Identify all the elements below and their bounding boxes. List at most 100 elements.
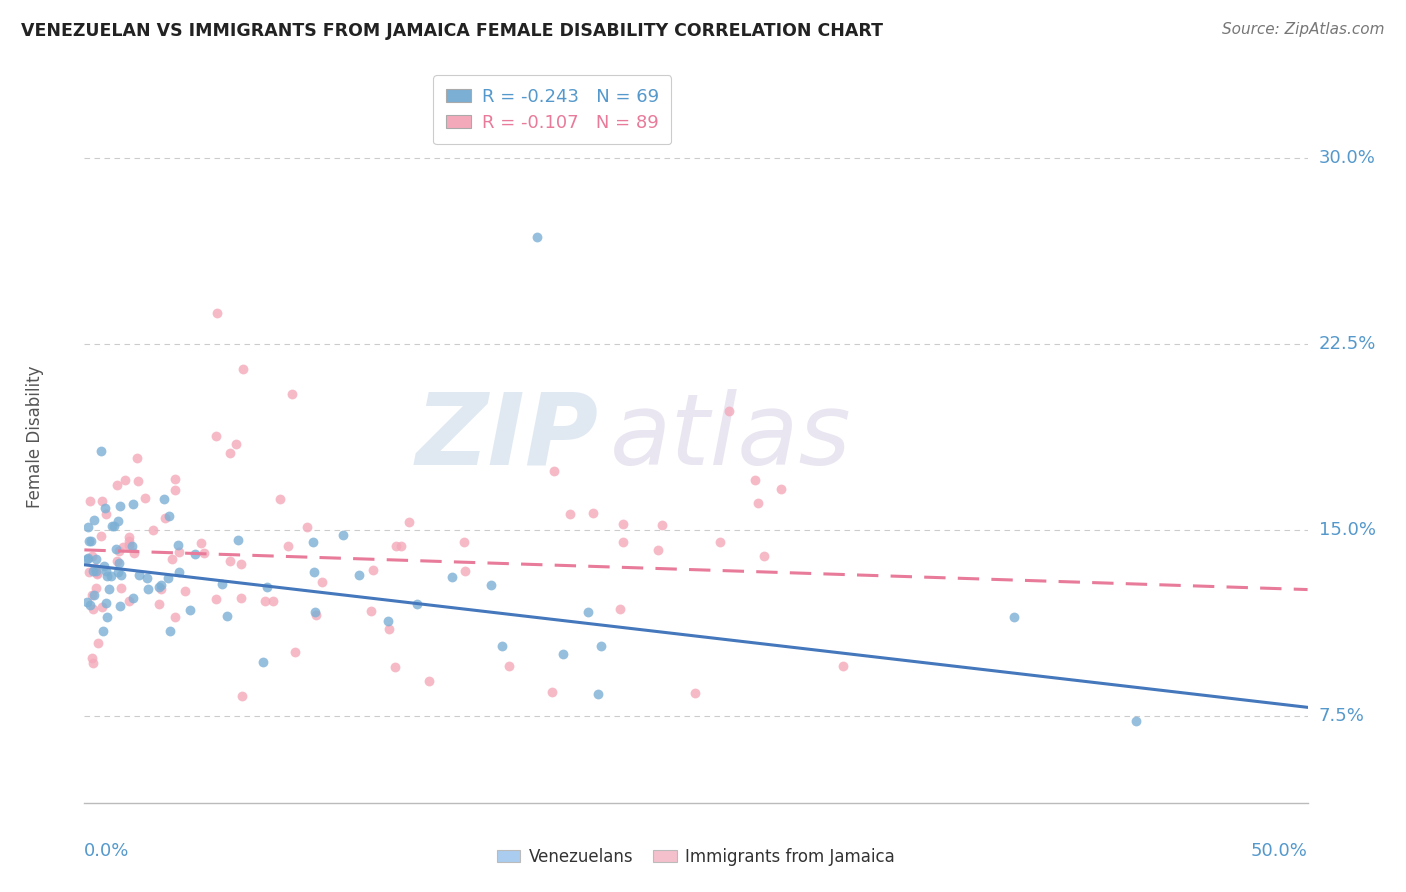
Point (398, 515, 420, 529)
Point (157, 571, 180, 585)
Point (305, 608, 328, 623)
Point (118, 530, 141, 544)
Point (96, 569, 118, 583)
Point (526, 230, 548, 244)
Point (576, 605, 599, 619)
Point (543, 464, 565, 478)
Point (118, 534, 141, 549)
Point (479, 578, 502, 592)
Point (105, 554, 128, 568)
Point (153, 491, 176, 506)
Point (134, 491, 156, 506)
Point (91, 493, 114, 508)
Point (110, 567, 132, 582)
Point (91, 624, 114, 638)
Point (80, 651, 103, 665)
Point (110, 581, 132, 595)
Point (96, 507, 118, 521)
Text: 50.0%: 50.0% (1251, 842, 1308, 860)
Point (82, 564, 104, 578)
Point (108, 556, 131, 570)
Text: 30.0%: 30.0% (1319, 149, 1375, 167)
Point (377, 614, 399, 628)
Point (167, 565, 190, 579)
Point (159, 624, 181, 638)
Point (150, 577, 173, 591)
Point (193, 546, 215, 560)
Point (82, 588, 104, 602)
Point (582, 506, 605, 520)
Point (231, 689, 253, 703)
Point (406, 597, 429, 611)
Point (440, 570, 463, 584)
Point (744, 474, 766, 488)
Point (82, 601, 104, 615)
Point (612, 535, 634, 549)
Point (540, 685, 562, 699)
Point (491, 640, 513, 654)
Point (96, 609, 118, 624)
Point (256, 580, 278, 594)
Point (127, 475, 149, 489)
Point (83, 513, 105, 527)
Point (284, 645, 307, 659)
Point (277, 539, 299, 553)
Point (118, 538, 141, 552)
Point (108, 599, 131, 614)
Point (609, 602, 631, 616)
Point (269, 492, 291, 507)
Point (93, 501, 115, 516)
Point (747, 496, 769, 510)
Point (1002, 610, 1025, 624)
Point (165, 471, 187, 485)
Point (205, 429, 228, 443)
Point (77, 520, 100, 534)
Text: Female Disability: Female Disability (27, 366, 45, 508)
Legend: Venezuelans, Immigrants from Jamaica: Venezuelans, Immigrants from Jamaica (491, 841, 901, 872)
Point (94, 564, 117, 578)
Point (752, 549, 775, 563)
Point (218, 446, 240, 460)
Point (101, 519, 124, 533)
Point (93, 558, 115, 573)
Point (84, 561, 107, 575)
Point (103, 519, 125, 533)
Point (79, 494, 101, 508)
Point (83, 588, 105, 602)
Point (232, 362, 254, 376)
Point (589, 639, 612, 653)
Point (225, 437, 247, 451)
Point (111, 540, 134, 554)
Point (90, 444, 112, 458)
Point (184, 547, 207, 561)
Point (229, 591, 252, 605)
Point (100, 569, 122, 583)
Point (173, 584, 195, 599)
Point (77, 534, 100, 549)
Point (148, 580, 170, 594)
Text: 0.0%: 0.0% (84, 842, 129, 860)
Point (122, 546, 145, 560)
Point (84, 552, 107, 566)
Point (389, 539, 412, 553)
Text: ZIP: ZIP (415, 389, 598, 485)
Point (717, 404, 740, 418)
Point (384, 660, 406, 674)
Point (332, 528, 354, 542)
Text: atlas: atlas (610, 389, 852, 485)
Point (76, 595, 98, 609)
Point (205, 305, 228, 319)
Point (349, 567, 371, 582)
Point (211, 577, 233, 591)
Point (558, 507, 581, 521)
Point (252, 656, 274, 670)
Point (831, 659, 853, 673)
Point (304, 605, 326, 619)
Point (165, 483, 187, 498)
Point (128, 568, 150, 582)
Point (80, 533, 103, 548)
Point (226, 533, 249, 547)
Point (91, 599, 114, 614)
Point (110, 499, 132, 513)
Point (82, 549, 104, 564)
